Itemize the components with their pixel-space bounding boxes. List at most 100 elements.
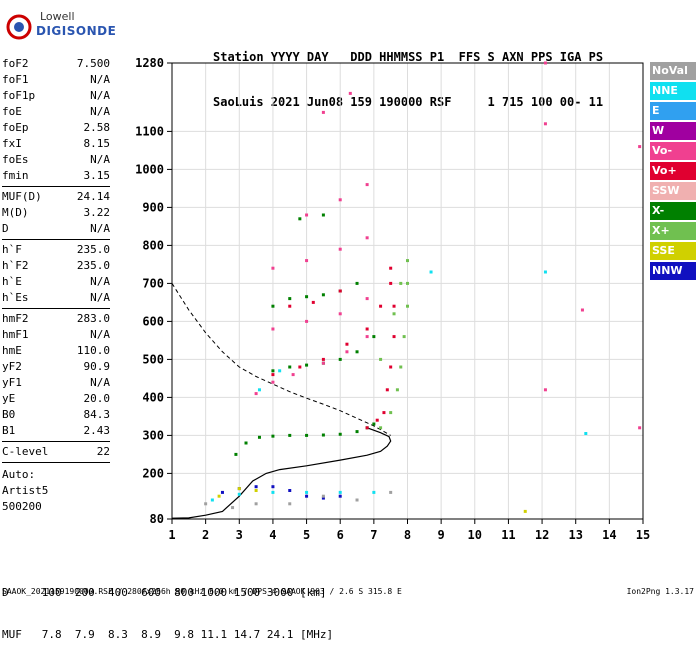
- param-value: 110.0: [76, 344, 110, 357]
- data-point: [406, 304, 409, 308]
- x-tick-label: 15: [636, 528, 650, 542]
- param-row: foEp 2.58: [2, 120, 110, 136]
- legend-entry: NNW: [650, 262, 696, 280]
- param-row: D N/A: [2, 221, 110, 237]
- param-row: h`F2 235.0: [2, 258, 110, 274]
- legend-entry: W: [650, 122, 696, 140]
- param-value: 84.3: [83, 408, 111, 421]
- param-row: C-level 22: [2, 444, 110, 460]
- muf-row: MUF 7.8 7.9 8.3 8.9 9.8 11.1 14.7 24.1 […: [2, 628, 334, 641]
- param-row: h`Es N/A: [2, 290, 110, 306]
- data-point: [271, 380, 275, 384]
- data-point: [271, 369, 275, 373]
- logo-line2: DIGISONDE: [36, 24, 117, 38]
- param-name: foF1p: [2, 89, 36, 102]
- data-point: [638, 426, 642, 430]
- data-point: [305, 433, 309, 437]
- data-point: [305, 259, 309, 263]
- param-name: yF1: [2, 376, 22, 389]
- param-name: foF1: [2, 73, 29, 86]
- data-point: [257, 388, 261, 392]
- data-point: [271, 434, 275, 438]
- polarization-legend: NoVal NNE E W Vo- Vo+ SSW X- X+ SSE NNW: [650, 62, 696, 282]
- param-row: hmF1 N/A: [2, 327, 110, 343]
- data-point: [321, 357, 325, 361]
- y-tick-label: 900: [142, 200, 164, 214]
- data-point: [321, 110, 325, 114]
- param-value: 90.9: [83, 360, 111, 373]
- param-row: B1 2.43: [2, 423, 110, 439]
- data-point: [271, 266, 275, 270]
- logo-line1: Lowell: [40, 10, 75, 23]
- data-point: [305, 494, 309, 498]
- data-point: [375, 418, 379, 422]
- param-name: fxI: [2, 137, 22, 150]
- data-point: [338, 494, 342, 498]
- data-point: [288, 433, 292, 437]
- param-row: foEs N/A: [2, 152, 110, 168]
- legend-entry: X+: [650, 222, 696, 240]
- legend-entry: X-: [650, 202, 696, 220]
- data-point: [305, 319, 309, 323]
- param-name: MUF(D): [2, 190, 42, 203]
- data-point: [543, 61, 547, 65]
- x-tick-label: 13: [568, 528, 582, 542]
- data-point: [543, 122, 547, 126]
- y-tick-label: 400: [142, 390, 164, 404]
- data-point: [638, 145, 642, 149]
- data-point: [365, 327, 369, 331]
- data-point: [338, 247, 342, 251]
- param-name: yE: [2, 392, 16, 405]
- distance-muf-table: D 100 200 400 600 800 1000 1500 3000 [km…: [2, 558, 333, 656]
- data-point: [389, 411, 393, 415]
- data-point: [217, 494, 221, 498]
- param-name: fmin: [2, 169, 29, 182]
- data-point: [291, 373, 295, 377]
- param-row: fxI 8.15: [2, 136, 110, 152]
- data-point: [305, 490, 309, 494]
- header-values: SaoLuis 2021 Jun08 159 190000 RSF 1 715 …: [213, 95, 604, 109]
- data-point: [288, 489, 292, 492]
- param-row: foF2 7.500: [2, 56, 110, 72]
- param-name: h`F2: [2, 259, 29, 272]
- x-tick-label: 12: [535, 528, 549, 542]
- data-point: [345, 342, 349, 346]
- data-point: [220, 490, 224, 494]
- data-point: [389, 490, 393, 494]
- x-tick-label: 7: [370, 528, 377, 542]
- data-point: [321, 494, 325, 498]
- param-name: foEp: [2, 121, 29, 134]
- param-name: foEs: [2, 153, 29, 166]
- param-value: 2.58: [83, 121, 111, 134]
- param-row: h`E N/A: [2, 274, 110, 290]
- data-point: [348, 91, 352, 95]
- data-point: [382, 411, 386, 415]
- param-name: h`F: [2, 243, 22, 256]
- data-point: [271, 485, 275, 489]
- auto-line: Artist5: [2, 484, 49, 497]
- param-row: yF1 N/A: [2, 375, 110, 391]
- param-value: 24.14: [76, 190, 110, 203]
- data-point: [288, 502, 292, 506]
- x-tick-label: 4: [269, 528, 276, 542]
- param-separator: [2, 239, 110, 240]
- data-point: [298, 365, 302, 369]
- data-point: [237, 487, 241, 491]
- data-point: [338, 198, 342, 202]
- data-point: [321, 213, 325, 217]
- y-tick-label: 80: [150, 512, 164, 526]
- data-point: [288, 365, 292, 369]
- param-row: foF1 N/A: [2, 72, 110, 88]
- param-name: h`E: [2, 275, 22, 288]
- param-row: h`F 235.0: [2, 242, 110, 258]
- param-row: foE N/A: [2, 104, 110, 120]
- logo-icon: [6, 14, 32, 40]
- data-point: [385, 388, 389, 392]
- param-separator: [2, 308, 110, 309]
- data-point: [389, 266, 393, 270]
- param-row: foF1p N/A: [2, 88, 110, 104]
- param-name: C-level: [2, 445, 49, 458]
- plot-frame: [171, 62, 644, 520]
- data-point: [372, 335, 376, 339]
- data-point: [254, 489, 258, 492]
